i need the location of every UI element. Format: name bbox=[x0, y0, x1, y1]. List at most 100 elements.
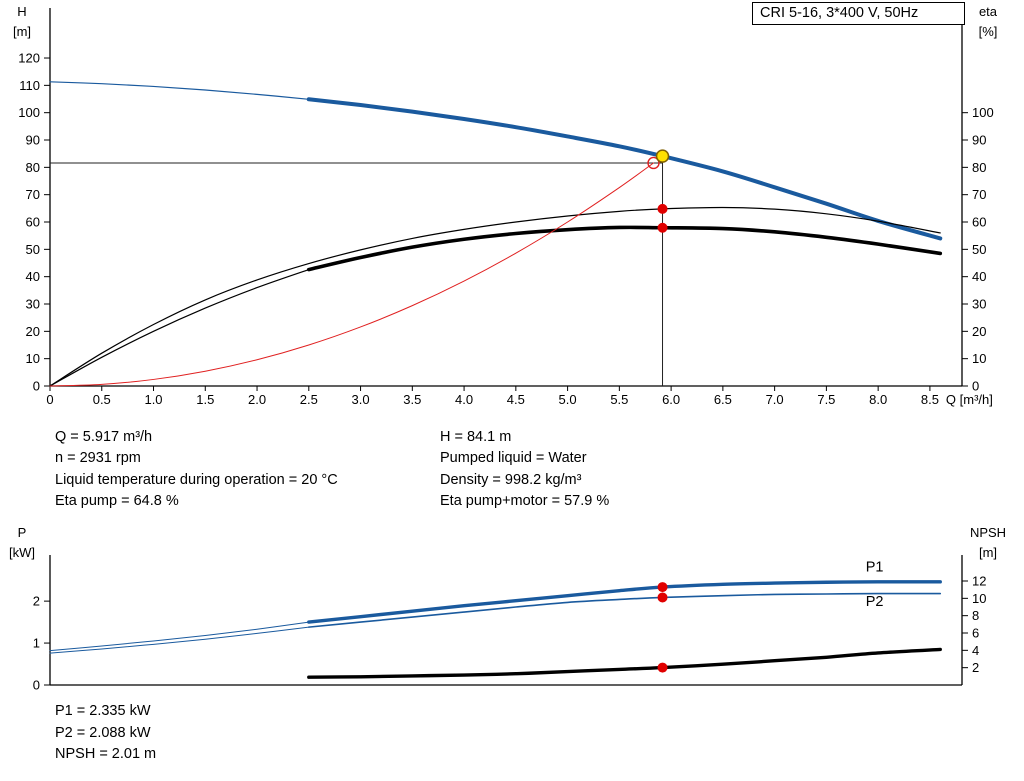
y_left-axis-unit: [kW] bbox=[9, 545, 35, 560]
eta-pump-curve bbox=[49, 206, 941, 387]
eta-pump-point bbox=[657, 203, 668, 214]
power-npsh-data-block: P1 = 2.335 kW P2 = 2.088 kW NPSH = 2.01 m bbox=[55, 701, 156, 766]
tick-label: 30 bbox=[26, 297, 40, 312]
qh-eta-chart: 0 0.5 1.0 1.5 2.0 2.5 3.0 3.5 4.0 4.5 5.0 5.5 6.0 6.5… bbox=[13, 4, 998, 407]
eta-pump-motor-thin bbox=[49, 268, 310, 387]
tick-label: 60 bbox=[972, 215, 986, 230]
operating-data-right-column: H = 84.1 m Pumped liquid = Water Density =… bbox=[440, 427, 609, 513]
tick-label: 1.0 bbox=[144, 392, 162, 407]
p1-curve bbox=[307, 580, 942, 624]
eta-pump-motor-point bbox=[657, 222, 668, 233]
tick-label: 12 bbox=[972, 574, 986, 589]
tick-label: 2.0 bbox=[248, 392, 266, 407]
tick-label: 1.5 bbox=[196, 392, 214, 407]
tick-label: 6.5 bbox=[714, 392, 732, 407]
x-axis-label: Q [m³/h] bbox=[946, 392, 993, 407]
tick-label: 20 bbox=[972, 324, 986, 339]
qh-curve bbox=[306, 97, 943, 241]
y_left-axis-title: P bbox=[18, 525, 27, 540]
duty-point bbox=[655, 149, 670, 163]
tick-label: 80 bbox=[972, 160, 986, 175]
tick-label: 5.0 bbox=[559, 392, 577, 407]
p2-curve-thin bbox=[49, 626, 310, 654]
tick-label: 90 bbox=[26, 133, 40, 148]
tick-label: 30 bbox=[972, 297, 986, 312]
y_right-axis-unit: [%] bbox=[979, 24, 998, 39]
tick-label: 100 bbox=[972, 105, 994, 120]
tick-label: 1 bbox=[33, 636, 40, 651]
tick-label: 2 bbox=[972, 660, 979, 675]
tick-label: 10 bbox=[26, 351, 40, 366]
y_right-axis-title: NPSH bbox=[970, 525, 1006, 540]
info-line: Eta pump = 64.8 % bbox=[55, 493, 179, 510]
eta-pump-motor-curve bbox=[306, 225, 943, 272]
tick-label: 4.0 bbox=[455, 392, 473, 407]
tick-label: 100 bbox=[18, 105, 40, 120]
tick-label: 60 bbox=[26, 215, 40, 230]
p1-point bbox=[657, 582, 668, 593]
tick-label: 50 bbox=[26, 242, 40, 257]
tick-label: 70 bbox=[972, 187, 986, 202]
pump-title-box: CRI 5-16, 3*400 V, 50Hz bbox=[752, 2, 965, 25]
tick-label: 10 bbox=[972, 591, 986, 606]
tick-label: 8.0 bbox=[869, 392, 887, 407]
requested-duty-point bbox=[647, 156, 660, 170]
tick-label: 40 bbox=[972, 269, 986, 284]
tick-label: 70 bbox=[26, 187, 40, 202]
tick-label: 110 bbox=[19, 78, 40, 93]
tick-label: 3.5 bbox=[403, 392, 421, 407]
tick-label: 2 bbox=[33, 594, 40, 609]
info-line: Liquid temperature during operation = 20… bbox=[55, 471, 338, 488]
operating-data-block: Q = 5.917 m³/h n = 2931 rpm Liquid tempera… bbox=[55, 427, 609, 513]
tick-label: 0 bbox=[972, 379, 979, 394]
y_left-axis-title: H bbox=[17, 4, 26, 19]
p1-curve-thin bbox=[49, 621, 310, 652]
p2-point bbox=[657, 592, 668, 603]
series-label-p1: P1 bbox=[866, 560, 884, 576]
info-line: H = 84.1 m bbox=[440, 429, 512, 445]
tick-label: 6.0 bbox=[662, 392, 680, 407]
tick-label: 120 bbox=[18, 51, 40, 66]
y_right-axis-unit: [m] bbox=[979, 545, 997, 560]
info-line: Eta pump+motor = 57.9 % bbox=[440, 493, 610, 510]
info-line: Q = 5.917 m³/h bbox=[55, 429, 153, 445]
y_left-axis-unit: [m] bbox=[13, 24, 31, 39]
tick-label: 40 bbox=[26, 269, 40, 284]
tick-label: 0.5 bbox=[93, 392, 111, 407]
system-curve bbox=[49, 162, 655, 387]
info-line: P2 = 2.088 kW bbox=[55, 724, 151, 741]
npsh-curve bbox=[307, 647, 942, 679]
npsh-point bbox=[657, 662, 668, 673]
operating-data-left-column: Q = 5.917 m³/h n = 2931 rpm Liquid tempera… bbox=[55, 427, 440, 513]
tick-label: 0 bbox=[46, 392, 53, 407]
tick-label: 2.5 bbox=[300, 392, 318, 407]
info-line: Pumped liquid = Water bbox=[440, 450, 587, 467]
p2-curve bbox=[307, 592, 942, 628]
tick-label: 0 bbox=[33, 379, 40, 394]
tick-label: 7.0 bbox=[766, 392, 784, 407]
tick-label: 90 bbox=[972, 133, 986, 148]
info-line: n = 2931 rpm bbox=[55, 450, 141, 467]
pump-title: CRI 5-16, 3*400 V, 50Hz bbox=[760, 5, 919, 21]
tick-label: 10 bbox=[972, 351, 986, 366]
tick-label: 6 bbox=[972, 626, 979, 641]
info-line: P1 = 2.335 kW bbox=[55, 703, 151, 719]
tick-label: 0 bbox=[33, 678, 40, 693]
tick-label: 4 bbox=[972, 643, 979, 658]
tick-label: 5.5 bbox=[610, 392, 628, 407]
tick-label: 4.5 bbox=[507, 392, 525, 407]
tick-label: 8.5 bbox=[921, 392, 939, 407]
info-line: NPSH = 2.01 m bbox=[55, 746, 157, 763]
tick-label: 8 bbox=[972, 608, 979, 623]
info-line: Density = 998.2 kg/m³ bbox=[440, 471, 582, 488]
tick-label: 20 bbox=[26, 324, 40, 339]
y_right-axis-title: eta bbox=[979, 4, 998, 19]
series-label-p2: P2 bbox=[866, 594, 884, 610]
tick-label: 80 bbox=[26, 160, 40, 175]
tick-label: 7.5 bbox=[817, 392, 835, 407]
tick-label: 3.0 bbox=[352, 392, 370, 407]
tick-label: 50 bbox=[972, 242, 986, 257]
qh-curve-thin bbox=[49, 81, 310, 100]
